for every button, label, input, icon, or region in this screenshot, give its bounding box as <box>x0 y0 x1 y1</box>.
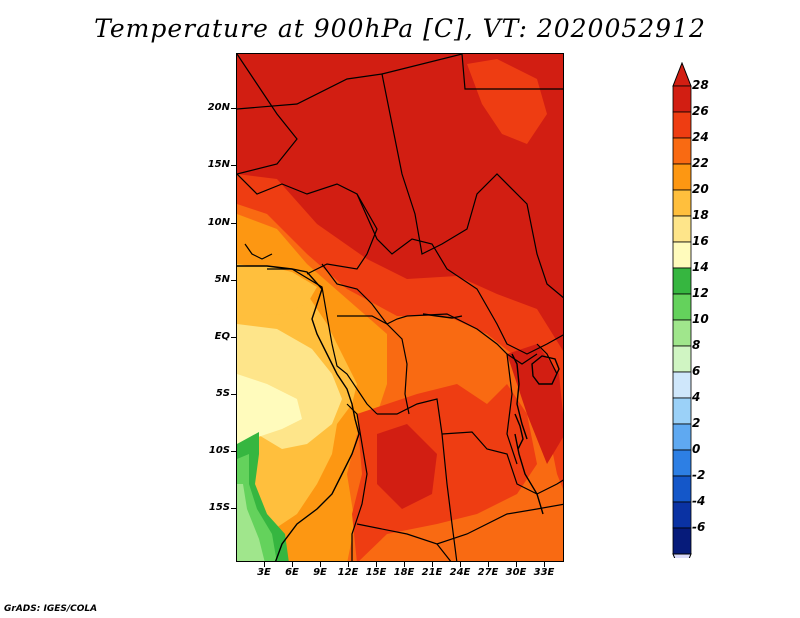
colorbar-segment <box>672 501 692 529</box>
lat-tick-mark <box>231 394 236 395</box>
lon-tick-mark <box>516 562 517 567</box>
lat-tick-label: 15N <box>207 159 230 170</box>
lat-tick-label: 5N <box>214 274 230 285</box>
atlantic-field <box>237 266 317 316</box>
chart-title: Temperature at 900hPa [C], VT: 202005291… <box>94 14 706 43</box>
colorbar-segment <box>672 163 692 191</box>
field-10 <box>237 484 265 561</box>
lon-tick-label: 30E <box>505 567 527 578</box>
colorbar-label: 14 <box>692 260 709 274</box>
colorbar-label: 18 <box>692 208 709 222</box>
colorbar-label: -2 <box>692 468 706 482</box>
colorbar-label: 22 <box>692 156 709 170</box>
colorbar-segment <box>672 85 692 113</box>
lat-tick-mark <box>231 451 236 452</box>
lon-tick-mark <box>488 562 489 567</box>
colorbar-segment <box>672 189 692 217</box>
colorbar-segment <box>672 241 692 269</box>
lat-tick-mark <box>231 508 236 509</box>
colorbar-segment <box>672 111 692 139</box>
lon-tick-mark <box>432 562 433 567</box>
lon-tick-label: 27E <box>477 567 499 578</box>
colorbar-segment <box>672 215 692 243</box>
colorbar-segment <box>672 449 692 477</box>
lat-tick-mark <box>231 108 236 109</box>
lon-tick-mark <box>320 562 321 567</box>
country-borders <box>237 54 563 561</box>
colorbar-segment <box>672 371 692 399</box>
colorbar-label: 26 <box>692 104 709 118</box>
colorbar-segment <box>672 137 692 165</box>
lat-tick-label: 20N <box>207 102 230 113</box>
colorbar-segment <box>672 527 692 555</box>
colorbar-label: 12 <box>692 286 709 300</box>
lon-tick-label: 21E <box>421 567 443 578</box>
colorbar-label: 2 <box>692 416 701 430</box>
colorbar-segment <box>672 293 692 321</box>
colorbar-lower-arrow <box>672 553 692 558</box>
colorbar-label: -4 <box>692 494 706 508</box>
colorbar-segment <box>672 319 692 347</box>
field-28-patch-e <box>507 344 563 464</box>
colorbar-label: 10 <box>692 312 709 326</box>
coastline <box>237 265 360 561</box>
colorbar-label: 20 <box>692 182 709 196</box>
colorbar-label: 8 <box>692 338 701 352</box>
colorbar <box>672 62 692 558</box>
lat-tick-mark <box>231 165 236 166</box>
lat-tick-label: EQ <box>214 331 230 342</box>
lat-tick-label: 15S <box>208 502 230 513</box>
field-28-patch <box>377 424 437 509</box>
lat-tick-label: 10S <box>208 445 230 456</box>
lon-tick-label: 24E <box>449 567 471 578</box>
colorbar-segment <box>672 345 692 373</box>
field-24-ne <box>467 59 547 144</box>
lon-tick-label: 15E <box>365 567 387 578</box>
lon-tick-label: 6E <box>285 567 299 578</box>
lon-tick-mark <box>348 562 349 567</box>
lon-tick-label: 3E <box>257 567 271 578</box>
colorbar-segment <box>672 267 692 295</box>
colorbar-segment <box>672 475 692 503</box>
colorbar-label: 4 <box>692 390 701 404</box>
colorbar-segment <box>672 397 692 425</box>
colorbar-label: 16 <box>692 234 709 248</box>
temperature-map <box>236 53 564 562</box>
lat-tick-label: 5S <box>215 388 230 399</box>
colorbar-label: 6 <box>692 364 701 378</box>
lon-tick-label: 9E <box>313 567 327 578</box>
lon-tick-mark <box>460 562 461 567</box>
lon-tick-label: 33E <box>533 567 555 578</box>
lat-tick-mark <box>231 223 236 224</box>
lon-tick-label: 18E <box>393 567 415 578</box>
lon-tick-mark <box>292 562 293 567</box>
lon-tick-mark <box>376 562 377 567</box>
lon-tick-mark <box>544 562 545 567</box>
field-16 <box>237 374 302 444</box>
colorbar-label: -6 <box>692 520 706 534</box>
colorbar-label: 28 <box>692 78 709 92</box>
lon-tick-mark <box>264 562 265 567</box>
lat-tick-mark <box>231 280 236 281</box>
colorbar-upper-arrow <box>672 62 692 87</box>
colorbar-segment <box>672 423 692 451</box>
lakes <box>422 313 560 515</box>
lon-tick-label: 12E <box>337 567 359 578</box>
grads-credit: GrADS: IGES/COLA <box>4 604 98 614</box>
colorbar-label: 0 <box>692 442 701 456</box>
lat-tick-mark <box>231 337 236 338</box>
lon-tick-mark <box>404 562 405 567</box>
lat-tick-label: 10N <box>207 217 230 228</box>
colorbar-label: 24 <box>692 130 709 144</box>
